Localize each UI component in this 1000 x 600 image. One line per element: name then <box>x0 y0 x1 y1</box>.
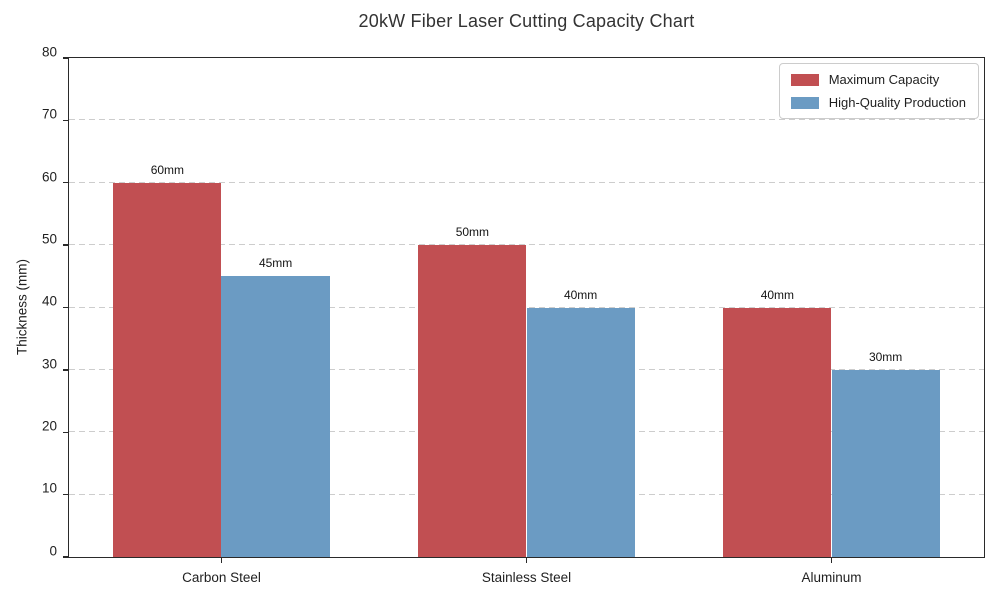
x-tick-label-aluminum: Aluminum <box>801 570 862 585</box>
bar-value-label: 60mm <box>150 162 185 177</box>
legend-label: Maximum Capacity <box>828 72 940 87</box>
y-tick-label-60: 60 <box>41 169 57 185</box>
x-tick-label-carbon-steel: Carbon Steel <box>182 570 261 585</box>
bar-carbon-steel-hq <box>221 276 330 557</box>
bar-value-label: 30mm <box>868 349 903 364</box>
bar-value-label: 40mm <box>563 287 598 302</box>
y-tick-label-40: 40 <box>41 293 57 309</box>
legend-item: High-Quality Production <box>790 95 966 110</box>
x-tick-mark-1 <box>525 557 528 563</box>
bar-value-label: 40mm <box>760 287 795 302</box>
y-tick-mark-50 <box>63 244 69 246</box>
gridline-y-40 <box>69 306 984 308</box>
legend-swatch-icon <box>790 73 819 86</box>
y-tick-mark-0 <box>63 556 69 558</box>
x-tick-mark-2 <box>830 557 833 563</box>
y-tick-label-30: 30 <box>41 356 57 372</box>
bar-aluminum-max <box>723 307 832 557</box>
y-tick-mark-40 <box>63 306 69 309</box>
y-tick-mark-60 <box>63 182 69 184</box>
y-tick-mark-20 <box>63 431 69 433</box>
y-tick-label-10: 10 <box>41 480 57 496</box>
bar-stainless-steel-max <box>418 245 527 557</box>
bar-value-label: 45mm <box>258 256 293 271</box>
x-tick-mark-0 <box>220 557 223 563</box>
y-tick-label-50: 50 <box>41 231 57 247</box>
y-tick-label-80: 80 <box>41 44 57 60</box>
bar-value-label: 50mm <box>455 225 490 240</box>
y-tick-label-20: 20 <box>41 418 57 434</box>
y-tick-mark-70 <box>63 119 69 122</box>
gridline-y-50 <box>69 244 984 246</box>
y-tick-label-0: 0 <box>49 543 57 559</box>
bar-aluminum-hq <box>831 369 940 557</box>
y-tick-label-70: 70 <box>41 106 57 122</box>
y-tick-mark-10 <box>63 493 69 496</box>
gridline-y-60 <box>69 181 984 183</box>
legend-item: Maximum Capacity <box>790 72 966 87</box>
bar-stainless-steel-hq <box>526 307 635 557</box>
plot-area: Maximum Capacity High-Quality Production … <box>42 44 985 585</box>
x-tick-label-stainless-steel: Stainless Steel <box>481 570 572 585</box>
bar-carbon-steel-max <box>113 182 222 557</box>
legend: Maximum Capacity High-Quality Production <box>778 63 979 119</box>
gridline-y-70 <box>69 119 984 121</box>
legend-swatch-icon <box>790 96 819 109</box>
y-tick-mark-80 <box>63 57 69 59</box>
y-tick-mark-30 <box>63 369 69 371</box>
chart-title: 20kW Fiber Laser Cutting Capacity Chart <box>358 11 695 31</box>
legend-label: High-Quality Production <box>828 95 966 110</box>
